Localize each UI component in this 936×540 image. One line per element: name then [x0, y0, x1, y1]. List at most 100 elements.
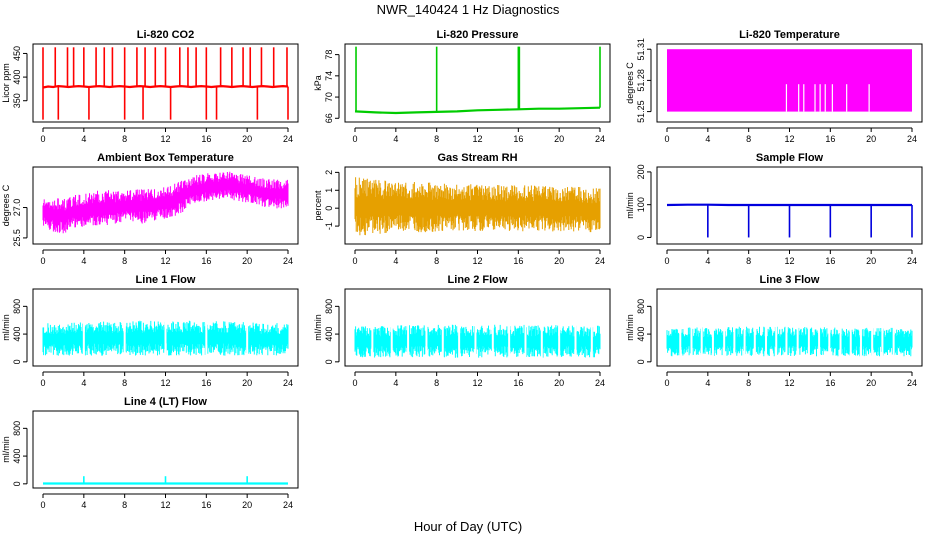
x-tick-label: 20 [242, 134, 252, 144]
y-tick-label: 51.25 [636, 100, 646, 123]
y-tick-label: 800 [12, 421, 22, 436]
y-tick-label: 0 [324, 206, 334, 211]
x-tick-label: 12 [784, 378, 794, 388]
panel-9: Line 3 Flow ml/min 0 4 8 12 16 20 24 0 400 800 [625, 274, 923, 388]
x-tick-label: 24 [907, 378, 917, 388]
x-tick-label: 4 [393, 378, 398, 388]
x-tick-label: 12 [472, 256, 482, 266]
x-tick-label: 16 [825, 134, 835, 144]
panel-title: Line 1 Flow [136, 274, 196, 286]
y-axis-label: ml/min [625, 192, 635, 219]
x-tick-label: 20 [866, 378, 876, 388]
y-axis-label: ml/min [625, 314, 635, 341]
y-axis-label: kPa [313, 75, 323, 91]
y-axis-label: percent [313, 190, 323, 221]
y-axis-label: Licor ppm [1, 63, 11, 103]
series-envelope [354, 177, 601, 236]
x-tick-label: 16 [201, 378, 211, 388]
x-tick-label: 0 [40, 256, 45, 266]
y-tick-label: -1 [324, 222, 334, 230]
panel-3: Li-820 Temperature degrees C 0 4 8 12 16 20 24 51… [625, 29, 923, 144]
x-tick-label: 24 [595, 134, 605, 144]
x-tick-label: 4 [81, 134, 86, 144]
y-tick-label: 400 [12, 70, 22, 85]
y-tick-label: 2 [324, 170, 334, 175]
x-tick-label: 12 [160, 134, 170, 144]
panel-4: Ambient Box Temperature degrees C 0 4 8 12 16 2… [1, 152, 299, 266]
x-tick-label: 24 [283, 134, 293, 144]
y-tick-label: 400 [636, 327, 646, 342]
x-tick-label: 0 [664, 256, 669, 266]
x-tick-label: 20 [242, 256, 252, 266]
x-tick-label: 24 [283, 378, 293, 388]
x-tick-label: 8 [434, 134, 439, 144]
panel-title: Li-820 Temperature [739, 29, 840, 41]
x-tick-label: 16 [201, 500, 211, 510]
x-tick-label: 24 [283, 256, 293, 266]
y-tick-label: 0 [12, 481, 22, 486]
plot-frame [32, 166, 299, 245]
y-tick-label: 800 [324, 299, 334, 314]
plot-frame [656, 288, 923, 367]
y-tick-label: 70 [324, 92, 334, 102]
x-tick-label: 0 [352, 378, 357, 388]
panel-10: Line 4 (LT) Flow ml/min 0 4 8 12 16 20 24 0 400 800 [1, 396, 299, 510]
panel-1: Li-820 CO2 Licor ppm 0 4 8 12 16 20 24 350 400 450 [1, 29, 299, 144]
x-tick-label: 4 [81, 500, 86, 510]
x-tick-label: 16 [825, 378, 835, 388]
panel-title: Sample Flow [756, 152, 824, 164]
x-tick-label: 12 [160, 256, 170, 266]
x-tick-label: 4 [81, 256, 86, 266]
x-tick-label: 0 [40, 134, 45, 144]
panel-title: Line 4 (LT) Flow [124, 396, 207, 408]
x-tick-label: 0 [352, 134, 357, 144]
series-envelope [666, 326, 913, 357]
x-tick-label: 4 [705, 378, 710, 388]
x-tick-label: 12 [160, 378, 170, 388]
panel-title: Line 3 Flow [760, 274, 820, 286]
x-tick-label: 8 [122, 500, 127, 510]
x-tick-label: 8 [746, 378, 751, 388]
y-tick-label: 400 [12, 449, 22, 464]
x-tick-label: 12 [472, 134, 482, 144]
panel-2: Li-820 Pressure kPa 0 4 8 12 16 20 24 66 70 74 78 [313, 29, 611, 144]
x-tick-label: 8 [434, 378, 439, 388]
y-tick-label: 0 [636, 359, 646, 364]
x-tick-label: 0 [664, 378, 669, 388]
panel-8: Line 2 Flow ml/min 0 4 8 12 16 20 24 0 400 800 [313, 274, 611, 388]
x-tick-label: 16 [513, 134, 523, 144]
series-envelope [354, 324, 601, 358]
y-tick-label: 74 [324, 71, 334, 81]
x-tick-label: 4 [393, 256, 398, 266]
plot-frame [32, 410, 299, 489]
x-tick-label: 8 [746, 134, 751, 144]
y-tick-label: 800 [12, 299, 22, 314]
y-tick-label: 25.5 [12, 229, 22, 247]
x-tick-label: 8 [122, 256, 127, 266]
x-tick-label: 16 [201, 256, 211, 266]
figure-title: NWR_140424 1 Hz Diagnostics [377, 2, 560, 17]
y-tick-label: 100 [636, 197, 646, 212]
x-tick-label: 24 [595, 256, 605, 266]
plot-frame [656, 43, 923, 123]
series-band [667, 49, 912, 112]
series-line [354, 106, 601, 115]
plot-frame [344, 288, 611, 367]
panel-title: Line 2 Flow [448, 274, 508, 286]
x-tick-label: 20 [554, 134, 564, 144]
panel-title: Li-820 CO2 [137, 29, 194, 41]
panel-6: Sample Flow ml/min 0 4 8 12 16 20 24 0 100 200 [625, 152, 923, 266]
y-tick-label: 800 [636, 299, 646, 314]
x-tick-label: 0 [40, 500, 45, 510]
x-tick-label: 12 [784, 134, 794, 144]
y-tick-label: 350 [12, 93, 22, 108]
panel-7: Line 1 Flow ml/min 0 4 8 12 16 20 24 0 400 800 [1, 274, 299, 388]
plot-frame [344, 166, 611, 245]
y-tick-label: 51.28 [636, 69, 646, 92]
x-tick-label: 4 [81, 378, 86, 388]
y-axis-label: degrees C [1, 184, 11, 226]
y-axis-label: degrees C [625, 62, 635, 104]
